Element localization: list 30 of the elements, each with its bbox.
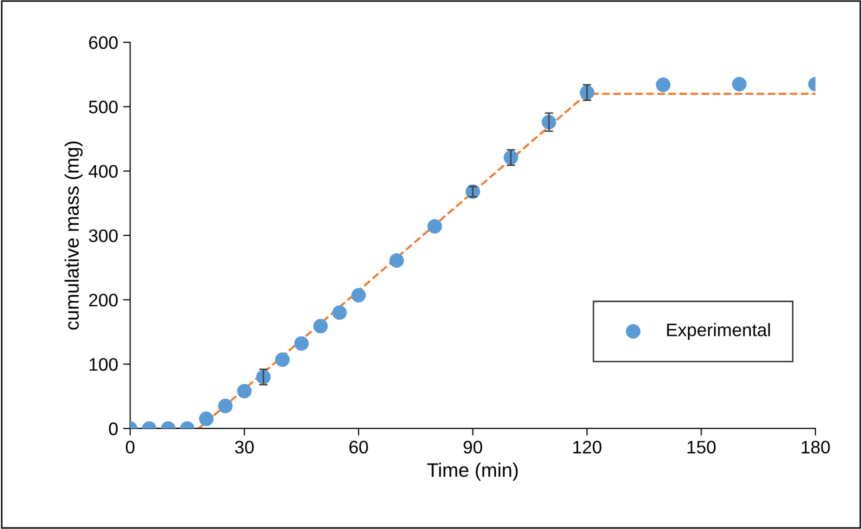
- y-tick-label: 600: [89, 36, 118, 50]
- x-tick-label: 150: [688, 440, 716, 454]
- point: [656, 78, 670, 92]
- y-tick-label: 0: [109, 422, 118, 436]
- x-tick-label: 120: [573, 440, 602, 454]
- point: [427, 219, 442, 234]
- x-tick-label: 90: [464, 440, 482, 454]
- x-tick-label: 60: [349, 440, 368, 454]
- point: [275, 352, 290, 367]
- point: [237, 384, 252, 398]
- point: [542, 114, 556, 130]
- x-tick-label: 30: [235, 440, 254, 454]
- point: [199, 412, 214, 426]
- y-axis-title: cumulative mass (mg): [64, 142, 83, 330]
- point: [389, 253, 404, 268]
- y-tick-label: 300: [88, 229, 118, 242]
- point: [218, 398, 233, 414]
- point: [332, 305, 347, 320]
- point: [294, 336, 309, 351]
- point: [351, 288, 366, 303]
- y-tick-label: 500: [88, 100, 118, 114]
- point: [313, 318, 328, 334]
- y-tick-label: 400: [88, 164, 118, 178]
- y-tick-label: 100: [90, 358, 118, 371]
- x-tick-label: 0: [126, 440, 134, 454]
- y-tick-label: 200: [89, 294, 118, 306]
- x-axis-title: Time (min): [427, 462, 518, 481]
- x-tick-label: 180: [802, 440, 830, 454]
- legend-label: Experimental: [667, 323, 770, 340]
- point: [732, 76, 747, 92]
